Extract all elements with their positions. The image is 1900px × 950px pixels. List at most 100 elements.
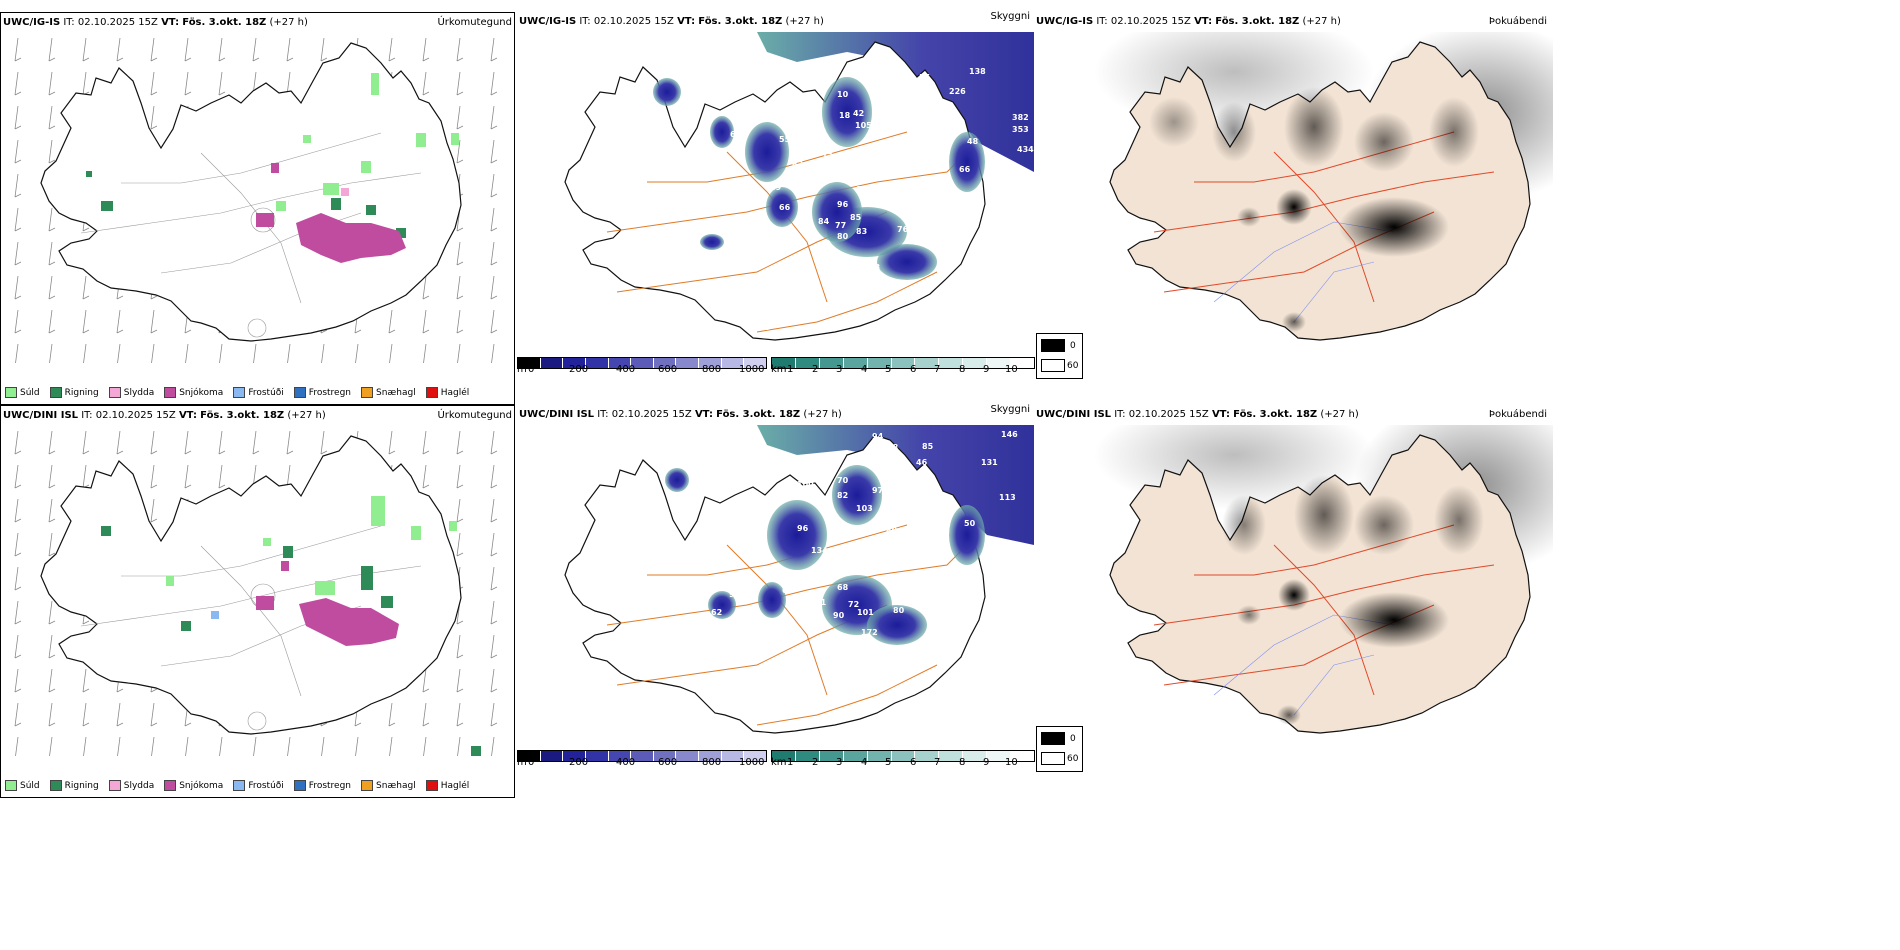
height-colorbar	[517, 750, 767, 762]
colorbar-segment	[987, 358, 1012, 368]
colorbar-segment	[721, 358, 745, 368]
colorbar-segment	[772, 751, 796, 761]
svg-text:55: 55	[779, 135, 791, 144]
colorbar-segment	[608, 358, 632, 368]
colorbar-segment	[631, 751, 654, 761]
panel-name: Úrkomutegund	[437, 410, 512, 421]
precip-patches	[276, 73, 459, 211]
svg-text:13: 13	[869, 263, 880, 272]
precip-panel-top: UWC/IG-IS IT: 02.10.2025 15Z VT: Fös. 3.…	[0, 12, 515, 405]
svg-text:89: 89	[770, 183, 782, 192]
colorbar-segment	[795, 751, 820, 761]
svg-text:87: 87	[856, 185, 867, 194]
colorbar-segment	[653, 751, 677, 761]
legend-item: Frostúði	[233, 387, 284, 398]
colorbar-segment	[891, 358, 916, 368]
svg-text:85: 85	[922, 442, 934, 451]
legend-item: Súld	[5, 780, 40, 791]
colorbar-segment	[699, 358, 722, 368]
svg-text:382: 382	[1012, 113, 1029, 122]
svg-text:62: 62	[711, 608, 722, 617]
svg-text:61: 61	[815, 598, 827, 607]
svg-text:41: 41	[730, 200, 742, 209]
svg-text:65: 65	[782, 586, 794, 595]
svg-text:83: 83	[856, 227, 867, 236]
svg-text:55: 55	[919, 73, 931, 82]
svg-text:66: 66	[959, 165, 971, 174]
svg-text:45: 45	[759, 323, 771, 332]
svg-text:86: 86	[792, 150, 804, 159]
svg-text:115: 115	[912, 225, 929, 234]
svg-text:105: 105	[854, 458, 871, 467]
svg-text:81: 81	[679, 576, 691, 585]
svg-text:105: 105	[767, 496, 784, 505]
svg-text:68: 68	[887, 443, 899, 452]
svg-text:145: 145	[761, 702, 778, 711]
svg-text:66: 66	[779, 203, 791, 212]
colorbar-segment	[540, 358, 564, 368]
legend-item: Slydda	[108, 387, 154, 398]
visibility-colorbar	[771, 357, 1035, 369]
legend-item: Rigning	[49, 387, 99, 398]
svg-text:30: 30	[867, 77, 879, 86]
colorbar-segment	[867, 358, 892, 368]
fog-panel-top: UWC/IG-IS IT: 02.10.2025 15Z VT: Fös. 3.…	[1034, 12, 1553, 405]
svg-text:105: 105	[855, 121, 872, 130]
colorbar-segment	[915, 358, 940, 368]
legend-item: Haglél	[425, 780, 469, 791]
colorbar-segment	[608, 751, 632, 761]
svg-text:75: 75	[874, 107, 886, 116]
precip-legend: Súld Rigning Slydda Snjókoma Frostúði Fr…	[5, 780, 469, 791]
height-colorbar	[517, 357, 767, 369]
svg-text:434: 434	[1017, 145, 1034, 154]
svg-text:23: 23	[892, 117, 903, 126]
colorbar-segment	[699, 751, 722, 761]
svg-text:76: 76	[897, 225, 909, 234]
svg-text:85: 85	[850, 213, 862, 222]
cloud-map: 55 138 226 30 10 130 92 382 353 434 42 7…	[564, 32, 1034, 341]
colorbar-segment	[518, 751, 541, 761]
fog-map	[1034, 425, 1553, 745]
colorbar-segment	[563, 751, 586, 761]
cloud-base-labels-top: 55 138 226 30 10 130 92 382 353 434 42 7…	[730, 67, 1034, 332]
precip-panel-bottom: UWC/DINI ISL IT: 02.10.2025 15Z VT: Fös.…	[0, 405, 515, 798]
svg-text:146: 146	[1001, 430, 1018, 439]
panel-name: Skyggni	[990, 11, 1030, 22]
svg-text:103: 103	[856, 504, 873, 513]
colorbar-segment	[585, 358, 609, 368]
svg-text:70: 70	[837, 476, 849, 485]
cloud-panel-top: UWC/IG-IS IT: 02.10.2025 15Z VT: Fös. 3.…	[517, 11, 1035, 375]
svg-text:10: 10	[837, 90, 849, 99]
colorbar-segment	[963, 751, 988, 761]
panel-name: Þokuábendi	[1488, 16, 1547, 27]
colorbar-segment	[676, 751, 700, 761]
svg-text:138: 138	[969, 67, 986, 76]
panel-title: UWC/DINI ISL IT: 02.10.2025 15Z VT: Fös.…	[519, 409, 842, 420]
panel-title: UWC/IG-IS IT: 02.10.2025 15Z VT: Fös. 3.…	[519, 16, 824, 27]
svg-text:353: 353	[1012, 125, 1029, 134]
svg-text:94: 94	[872, 432, 884, 441]
precip-map	[1, 426, 514, 756]
colorbar-segment	[653, 358, 677, 368]
svg-text:18: 18	[839, 111, 851, 120]
legend-item: Haglél	[425, 387, 469, 398]
svg-text:96: 96	[837, 200, 849, 209]
panel-name: Skyggni	[990, 404, 1030, 415]
legend-item: Snjókoma	[164, 780, 223, 791]
colorbar-segment	[772, 358, 796, 368]
fog-legend: 0 60	[1036, 726, 1083, 772]
legend-item: Snjókoma	[164, 387, 223, 398]
svg-text:92: 92	[917, 103, 928, 112]
svg-text:80: 80	[886, 526, 898, 535]
svg-text:75: 75	[904, 474, 916, 483]
cloud-panel-bottom: UWC/DINI ISL IT: 02.10.2025 15Z VT: Fös.…	[517, 404, 1035, 798]
colorbar-segment	[819, 751, 844, 761]
fog-panel-bottom: UWC/DINI ISL IT: 02.10.2025 15Z VT: Fös.…	[1034, 405, 1553, 798]
svg-text:46: 46	[916, 458, 928, 467]
svg-text:101: 101	[857, 608, 874, 617]
colorbar-segment	[939, 358, 964, 368]
colorbar-segment	[795, 358, 820, 368]
legend-item: Frostregn	[293, 780, 351, 791]
svg-text:96: 96	[797, 524, 809, 533]
panel-name: Úrkomutegund	[437, 17, 512, 28]
